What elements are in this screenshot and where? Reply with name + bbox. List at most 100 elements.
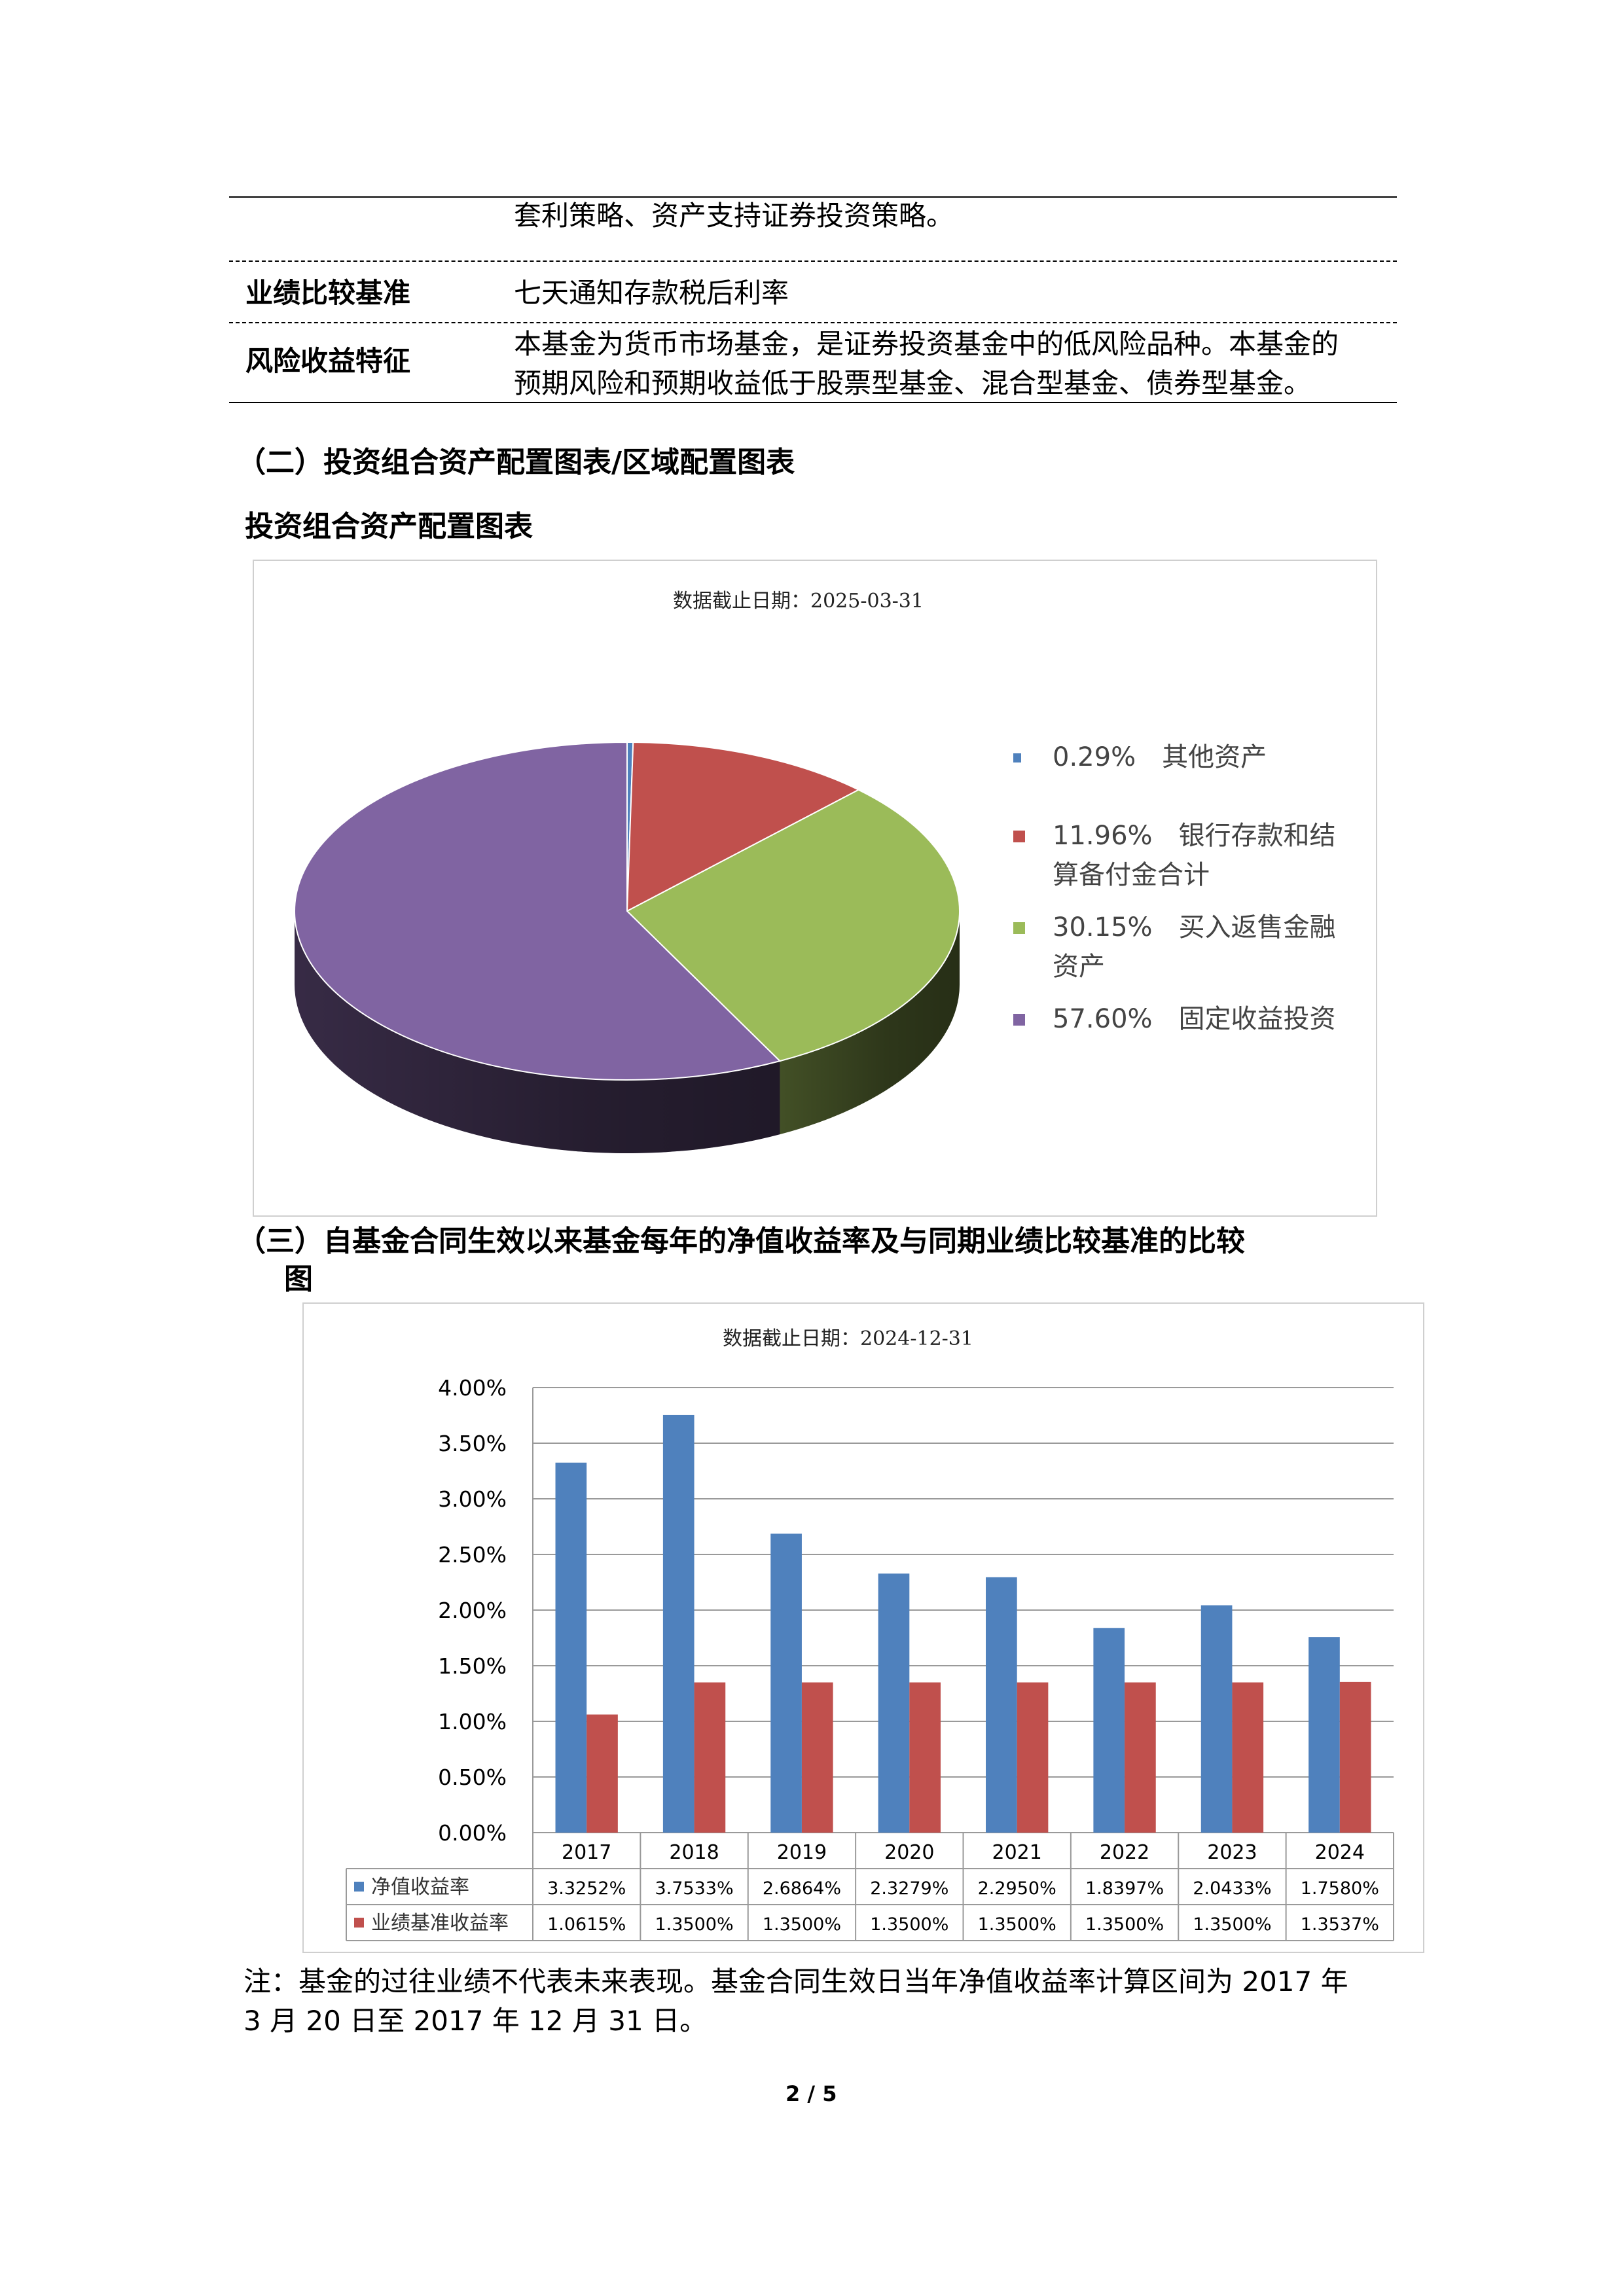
y-tick-label: 2.50% bbox=[438, 1542, 507, 1568]
bar-nav-return-2018 bbox=[662, 1414, 695, 1833]
bar-nav-return-2019 bbox=[770, 1534, 802, 1833]
legend-swatch bbox=[1013, 1014, 1025, 1026]
legend-percent: 0.29% bbox=[1053, 742, 1136, 772]
bar-benchmark-2024 bbox=[1339, 1681, 1371, 1833]
pie-slice bbox=[626, 789, 960, 1062]
x-category-label: 2019 bbox=[777, 1841, 827, 1864]
legend-label-cont: 资产 bbox=[1053, 952, 1105, 982]
legend-label: 其他资产 bbox=[1162, 742, 1267, 772]
table-divider bbox=[229, 260, 1397, 262]
legend-percent: 11.96% bbox=[1053, 821, 1153, 851]
table-value: 1.8397% bbox=[1085, 1878, 1164, 1899]
y-tick-label: 0.50% bbox=[438, 1765, 507, 1790]
table-value: 1.3500% bbox=[763, 1914, 841, 1935]
table-bottom-rule bbox=[229, 402, 1397, 403]
legend-percent: 30.15% bbox=[1053, 912, 1153, 942]
section-heading-cont: 图 bbox=[284, 1263, 313, 1296]
table-legend-swatch bbox=[354, 1882, 364, 1892]
x-category-label: 2017 bbox=[562, 1841, 611, 1864]
pie-chart-date: 数据截止日期：2025-03-31 bbox=[673, 590, 924, 613]
pie-top-faces bbox=[294, 741, 960, 1081]
table-series-name: 净值收益率 bbox=[371, 1876, 469, 1899]
legend-item-bank-deposits: 11.96% 银行存款和结 算备付金合计 bbox=[1013, 816, 1354, 895]
benchmark-value: 七天通知存款税后利率 bbox=[514, 277, 789, 309]
pie-chart bbox=[294, 741, 960, 1153]
x-category-label: 2020 bbox=[884, 1841, 934, 1864]
legend-swatch bbox=[1013, 831, 1025, 842]
strategy-text: 套利策略、资产支持证券投资策略。 bbox=[514, 200, 954, 232]
y-tick-label: 4.00% bbox=[438, 1375, 507, 1401]
section-heading: （三）自基金合同生效以来基金每年的净值收益率及与同期业绩比较基准的比较 bbox=[237, 1225, 1245, 1258]
risk-return-label: 风险收益特征 bbox=[245, 345, 411, 377]
pie-slice-side-shade bbox=[295, 911, 780, 1153]
y-tick-label: 3.50% bbox=[438, 1431, 507, 1456]
table-value: 2.3279% bbox=[870, 1878, 948, 1899]
footnote-line2: 3 月 20 日至 2017 年 12 月 31 日。 bbox=[244, 2005, 708, 2037]
x-category-label: 2023 bbox=[1207, 1841, 1257, 1864]
legend-item-fixed-income: 57.60% 固定收益投资 bbox=[1013, 999, 1354, 1039]
table-series-name: 业绩基准收益率 bbox=[371, 1912, 509, 1935]
bar-benchmark-2021 bbox=[1017, 1682, 1049, 1833]
table-value: 2.6864% bbox=[763, 1878, 841, 1899]
legend-percent: 57.60% bbox=[1053, 1004, 1153, 1034]
y-tick-label: 0.00% bbox=[438, 1820, 507, 1846]
section-heading: （二）投资组合资产配置图表/区域配置图表 bbox=[237, 446, 795, 479]
bar-benchmark-2017 bbox=[586, 1714, 618, 1833]
legend-label-cont: 算备付金合计 bbox=[1053, 860, 1210, 890]
legend-item-reverse-repo: 30.15% 买入返售金融 资产 bbox=[1013, 908, 1354, 986]
legend-label: 固定收益投资 bbox=[1178, 1004, 1336, 1034]
pie-slice bbox=[294, 741, 782, 1081]
bar-benchmark-2018 bbox=[694, 1682, 726, 1833]
table-value: 2.0433% bbox=[1193, 1878, 1271, 1899]
bar-nav-return-2024 bbox=[1308, 1637, 1340, 1833]
bar-nav-return-2022 bbox=[1093, 1628, 1125, 1833]
table-top-rule bbox=[229, 196, 1397, 198]
benchmark-label: 业绩比较基准 bbox=[245, 277, 411, 309]
bar-nav-return-2023 bbox=[1200, 1605, 1233, 1833]
bar-benchmark-2022 bbox=[1125, 1682, 1156, 1833]
bar-nav-return-2017 bbox=[555, 1462, 587, 1833]
bar-chart: 4.00% 3.50% 3.00% 2.50% 2.00% 1.50% 1.00% 0.50%… bbox=[346, 1375, 1394, 1941]
table-value: 1.3500% bbox=[978, 1914, 1056, 1935]
bar-benchmark-2020 bbox=[909, 1682, 941, 1833]
bar-benchmark-2023 bbox=[1232, 1682, 1264, 1833]
table-value: 1.3500% bbox=[870, 1914, 948, 1935]
bar-chart-date: 数据截止日期：2024-12-31 bbox=[723, 1327, 973, 1350]
table-value: 2.2950% bbox=[978, 1878, 1056, 1899]
section-subheading: 投资组合资产配置图表 bbox=[245, 510, 533, 543]
bar-benchmark-2019 bbox=[801, 1682, 833, 1833]
y-tick-label: 1.00% bbox=[438, 1709, 507, 1734]
legend-swatch bbox=[1013, 753, 1021, 762]
y-tick-label: 2.00% bbox=[438, 1598, 507, 1623]
pie-legend: 0.29% 其他资产 11.96% 银行存款和结 算备付金合计 30.15% 买入返售… bbox=[1013, 738, 1354, 1052]
pie-chart-frame: 数据截止日期：2025-03-31 0.29% 其他资产 11.96% 银行存款和结… bbox=[253, 560, 1377, 1217]
table-value: 1.7580% bbox=[1301, 1878, 1379, 1899]
table-value: 3.3252% bbox=[547, 1878, 626, 1899]
risk-return-text-line1: 本基金为货币市场基金，是证券投资基金中的低风险品种。本基金的 bbox=[514, 328, 1339, 360]
legend-label: 买入返售金融 bbox=[1178, 912, 1336, 942]
table-value: 1.3500% bbox=[655, 1914, 733, 1935]
y-tick-label: 1.50% bbox=[438, 1653, 507, 1679]
legend-item-other-assets: 0.29% 其他资产 bbox=[1013, 738, 1354, 777]
x-category-label: 2021 bbox=[992, 1841, 1042, 1864]
table-value: 1.3500% bbox=[1193, 1914, 1271, 1935]
table-value: 1.3537% bbox=[1301, 1914, 1379, 1935]
table-value: 1.0615% bbox=[547, 1914, 626, 1935]
table-value: 1.3500% bbox=[1085, 1914, 1164, 1935]
pie-slice bbox=[626, 742, 860, 912]
footnote-line1: 注：基金的过往业绩不代表未来表现。基金合同生效日当年净值收益率计算区间为 201… bbox=[244, 1965, 1348, 1998]
pie-side-walls bbox=[295, 911, 960, 1153]
pie-slice-side-shade bbox=[780, 911, 960, 1135]
x-category-label: 2018 bbox=[669, 1841, 719, 1864]
legend-label: 银行存款和结 bbox=[1178, 821, 1336, 851]
y-tick-label: 3.00% bbox=[438, 1486, 507, 1512]
risk-return-text-line2: 预期风险和预期收益低于股票型基金、混合型基金、债券型基金。 bbox=[514, 367, 1312, 399]
table-value: 3.7533% bbox=[655, 1878, 733, 1899]
legend-swatch bbox=[1013, 922, 1025, 934]
page-number: 2 / 5 bbox=[785, 2081, 837, 2106]
x-category-label: 2022 bbox=[1100, 1841, 1149, 1864]
bar-chart-frame: 数据截止日期：2024-12-31 4.00% 3.50% 3.00% 2.50% 2.… bbox=[302, 1302, 1424, 1953]
x-category-label: 2024 bbox=[1315, 1841, 1365, 1864]
table-divider bbox=[229, 322, 1397, 323]
table-legend-swatch bbox=[354, 1918, 364, 1928]
